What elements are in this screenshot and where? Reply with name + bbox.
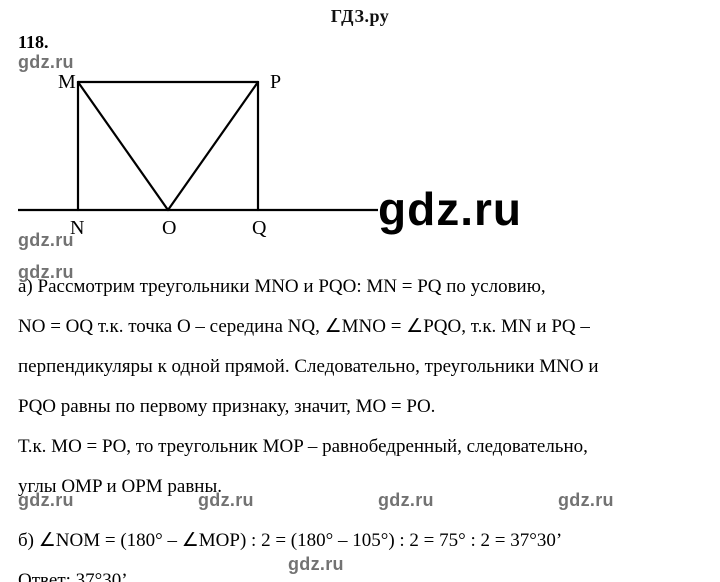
solution-line: а) Рассмотрим треугольники MNO и PQO: MN… [18, 270, 702, 304]
answer-line: Ответ: 37°30’. [18, 564, 702, 582]
solution-line: NO = OQ т.к. точка O – середина NQ, ∠MNO… [18, 310, 702, 344]
solution-line: перпендикуляры к одной прямой. Следовате… [18, 350, 702, 384]
svg-text:O: O [162, 217, 176, 239]
watermark-large: gdz.ru [378, 182, 522, 236]
solution-text: а) Рассмотрим треугольники MNO и PQO: MN… [18, 270, 702, 582]
svg-text:M: M [58, 71, 76, 93]
solution-line: Т.к. MO = PO, то треугольник MOP – равно… [18, 430, 702, 464]
solution-line: PQO равны по первому признаку, значит, M… [18, 390, 702, 424]
svg-text:P: P [270, 71, 281, 93]
solution-line: б) ∠NOM = (180° – ∠MOP) : 2 = (180° – 10… [18, 524, 702, 558]
svg-text:Q: Q [252, 217, 267, 239]
svg-text:N: N [70, 217, 84, 239]
geometry-diagram: M P N O Q [18, 60, 378, 240]
solution-line: углы OMP и OPM равны. [18, 470, 702, 504]
site-header: ГДЗ.ру [0, 6, 720, 27]
problem-number: 118. [18, 32, 49, 53]
